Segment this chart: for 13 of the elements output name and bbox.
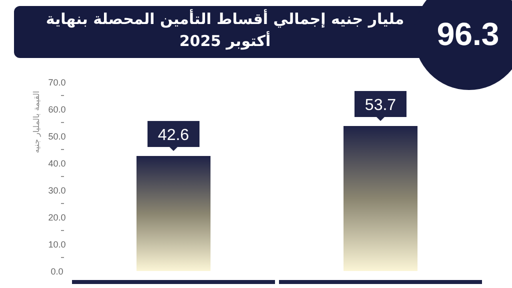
chart-title: مليار جنيه إجمالي أقساط التأمين المحصلة بنهاية أكتوبر 2025 — [44, 8, 406, 52]
y-tick-label: 10.0 — [48, 240, 66, 250]
data-label: 42.6 — [158, 126, 190, 144]
y-tick-label: 20.0 — [48, 212, 66, 222]
y-tick-label: 60.0 — [48, 104, 66, 114]
text: 96.3 — [436, 16, 500, 53]
y-tick-label: 50.0 — [48, 132, 66, 142]
data-label: 53.7 — [364, 97, 396, 114]
y-tick-label: 70.0 — [48, 78, 66, 88]
y-tick-label: 40.0 — [48, 158, 66, 168]
y-axis-title: القيمة بالمليار جنيه — [32, 90, 41, 154]
y-tick-label: 0.0 — [50, 266, 64, 276]
y-tick-label: 30.0 — [48, 186, 66, 196]
